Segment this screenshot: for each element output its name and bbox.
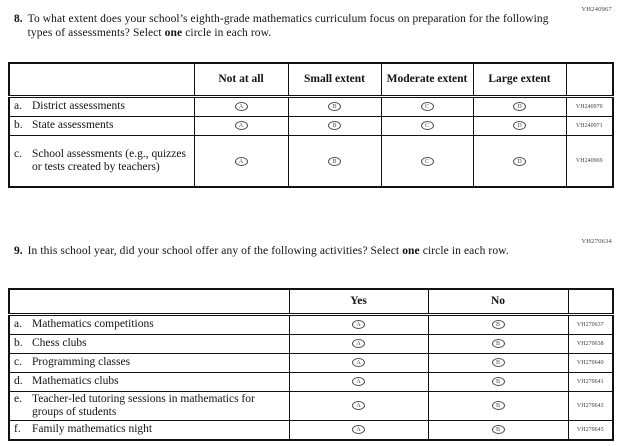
answer-oval-b[interactable]: B (328, 102, 341, 112)
row-code: VH240970 (565, 95, 614, 117)
row-letter: b. (14, 119, 23, 131)
question-8: 8. To what extent does your school’s eig… (14, 13, 554, 40)
row-item-text: Family mathematics night (32, 423, 153, 435)
table-row: f. Family mathematics night A B VH270645 (8, 419, 614, 440)
row-code: VH270637 (567, 313, 614, 335)
row-item-text: District assessments (32, 100, 125, 112)
table-row: a. District assessments A B C D VH240970 (8, 95, 614, 117)
row-letter: f. (14, 423, 21, 435)
row-item-cell: e. Teacher-led tutoring sessions in math… (8, 390, 290, 421)
row-code: VH270638 (567, 333, 614, 354)
question-9-code: VH270634 (581, 238, 612, 245)
table-row: c. School assessments (e.g., quizzes or … (8, 134, 614, 188)
answer-oval-a[interactable]: A (234, 121, 248, 131)
table-row: d. Mathematics clubs A B VH270641 (8, 371, 614, 392)
question-9-response-table: Yes No a. Mathematics competitions A B V… (8, 288, 614, 441)
table-row: a. Mathematics competitions A B VH270637 (8, 313, 614, 335)
answer-oval-no[interactable]: B (491, 339, 505, 349)
answer-oval-no[interactable]: B (491, 358, 505, 368)
column-header-small-extent: Small extent (287, 62, 382, 98)
answer-oval-yes[interactable]: A (352, 377, 365, 387)
row-item-cell: b. Chess clubs (8, 333, 290, 354)
column-header-moderate-extent: Moderate extent (380, 62, 474, 98)
row-letter: a. (14, 318, 22, 330)
row-letter: c. (14, 147, 22, 160)
row-item-text: Programming classes (32, 356, 131, 368)
row-item-cell: c. Programming classes (8, 352, 290, 373)
empty-header-cell (567, 288, 614, 316)
row-item-text: Mathematics competitions (32, 318, 154, 330)
column-header-not-at-all: Not at all (193, 62, 289, 98)
question-9: 9. In this school year, did your school … (14, 245, 554, 259)
answer-oval-no[interactable]: B (491, 377, 505, 387)
row-item-cell: a. Mathematics competitions (8, 313, 290, 335)
row-item-text: Mathematics clubs (32, 375, 119, 387)
row-item-text: Chess clubs (32, 337, 87, 349)
answer-oval-yes[interactable]: A (352, 358, 365, 368)
question-8-code: VH240967 (581, 6, 612, 13)
answer-oval-b[interactable]: B (328, 121, 341, 131)
row-letter: e. (14, 392, 22, 405)
row-letter: c. (14, 356, 22, 368)
empty-header-cell (8, 62, 195, 98)
table-row: c. Programming classes A B VH270640 (8, 352, 614, 373)
empty-header-cell (565, 62, 614, 98)
row-item-cell: a. District assessments (8, 95, 195, 117)
answer-oval-a[interactable]: A (234, 156, 248, 166)
question-8-response-table: Not at all Small extent Moderate extent … (8, 62, 614, 188)
column-header-large-extent: Large extent (472, 62, 567, 98)
question-8-number: 8. (14, 13, 23, 25)
answer-oval-yes[interactable]: A (352, 401, 365, 411)
column-header-yes: Yes (288, 288, 429, 316)
row-item-cell: c. School assessments (e.g., quizzes or … (8, 134, 195, 188)
answer-oval-no[interactable]: B (491, 320, 505, 330)
answer-oval-d[interactable]: D (513, 121, 526, 131)
answer-oval-c[interactable]: C (420, 156, 434, 166)
answer-oval-yes[interactable]: A (352, 425, 365, 435)
row-letter: d. (14, 375, 23, 387)
table-row: e. Teacher-led tutoring sessions in math… (8, 390, 614, 421)
row-code: VH240969 (565, 134, 614, 188)
table-row: b. Chess clubs A B VH270638 (8, 333, 614, 354)
table-header-row: Yes No (8, 288, 614, 316)
answer-oval-a[interactable]: A (234, 102, 248, 112)
answer-oval-c[interactable]: C (420, 121, 434, 131)
row-item-cell: d. Mathematics clubs (8, 371, 290, 392)
answer-oval-d[interactable]: D (513, 156, 526, 166)
row-letter: b. (14, 337, 23, 349)
answer-oval-yes[interactable]: A (352, 339, 365, 349)
row-code: VH270645 (567, 419, 614, 440)
question-8-text: To what extent does your school’s eighth… (27, 13, 549, 39)
answer-oval-no[interactable]: B (491, 425, 505, 435)
row-item-cell: f. Family mathematics night (8, 419, 290, 440)
row-code: VH270641 (567, 371, 614, 392)
column-header-no: No (427, 288, 569, 316)
row-code: VH270643 (567, 390, 614, 421)
table-row: b. State assessments A B C D VH240971 (8, 115, 614, 136)
question-8-bold-word: one (164, 26, 183, 39)
answer-oval-d[interactable]: D (513, 102, 526, 112)
row-item-cell: b. State assessments (8, 115, 195, 136)
question-9-bold-word: one (402, 245, 420, 257)
row-item-text: Teacher-led tutoring sessions in mathema… (32, 392, 255, 418)
table-header-row: Not at all Small extent Moderate extent … (8, 62, 614, 98)
question-9-text: In this school year, did your school off… (27, 245, 509, 257)
answer-oval-c[interactable]: C (420, 102, 434, 112)
row-item-text: State assessments (32, 119, 114, 131)
question-9-number: 9. (14, 245, 23, 257)
row-code: VH270640 (567, 352, 614, 373)
row-letter: a. (14, 100, 22, 112)
row-code: VH240971 (565, 115, 614, 136)
empty-header-cell (8, 288, 290, 316)
answer-oval-yes[interactable]: A (352, 320, 365, 330)
row-item-text: School assessments (e.g., quizzes or tes… (32, 147, 186, 173)
answer-oval-b[interactable]: B (328, 156, 341, 166)
answer-oval-no[interactable]: B (491, 401, 505, 411)
